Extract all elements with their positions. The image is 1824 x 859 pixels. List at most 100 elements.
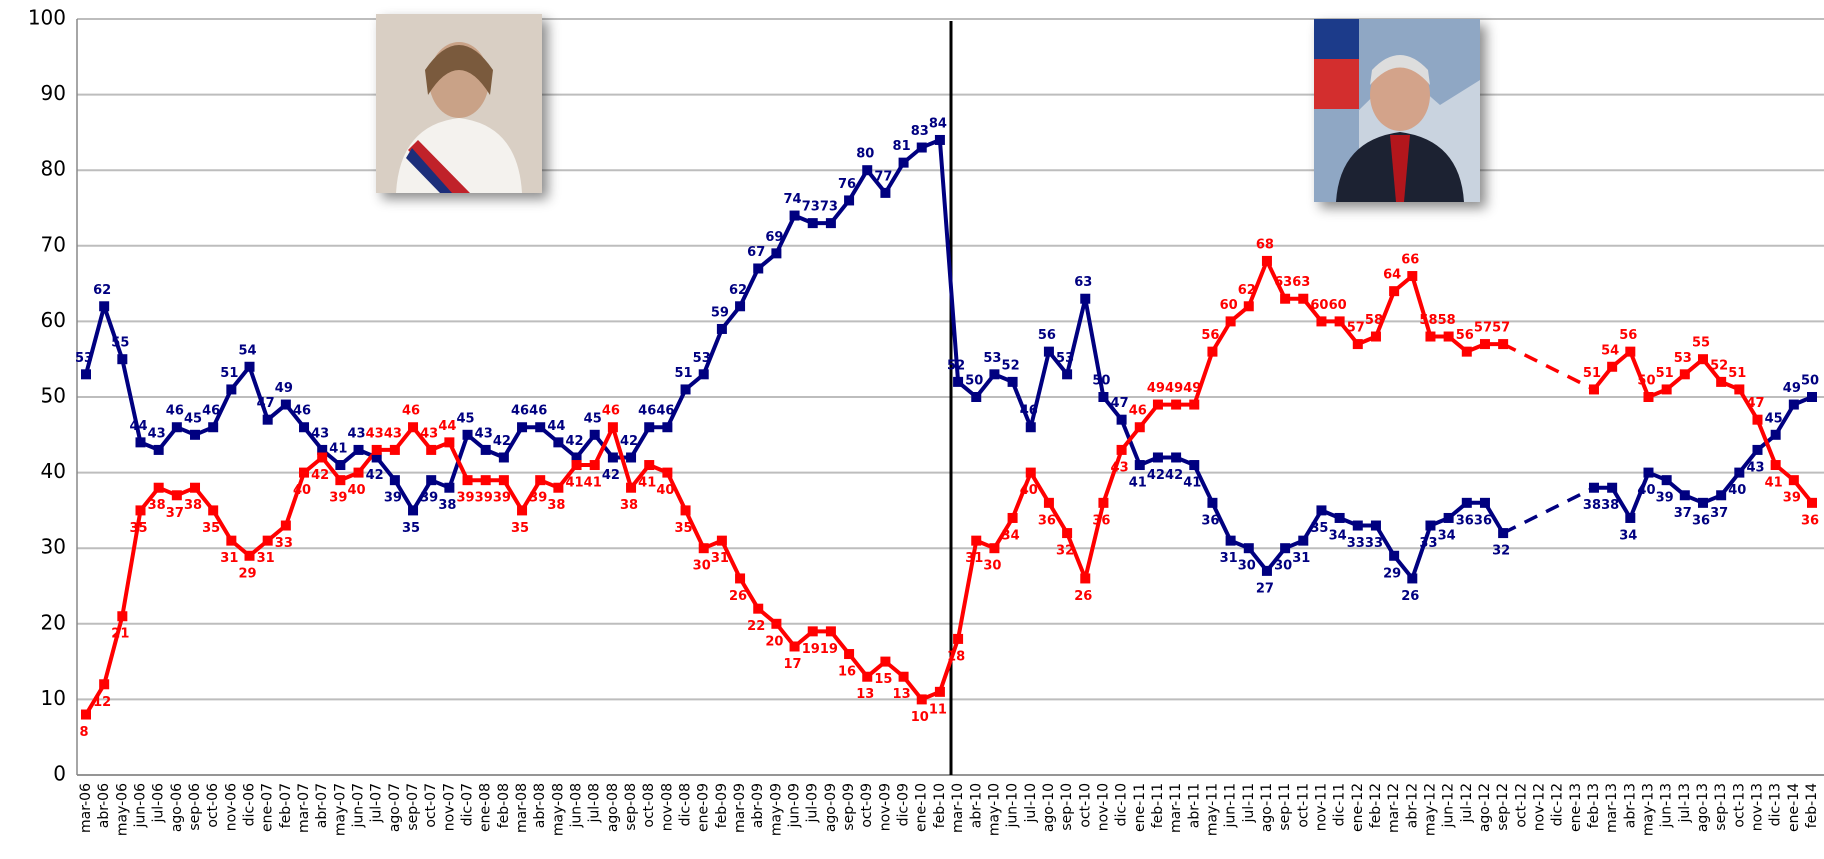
marker (1734, 467, 1745, 478)
x-tick-label: nov-10 (1095, 783, 1111, 831)
marker (99, 301, 110, 312)
x-tick-label: feb-12 (1368, 783, 1384, 828)
data-label: 8 (79, 725, 88, 740)
marker (299, 422, 310, 433)
data-label: 35 (511, 521, 529, 536)
data-label: 12 (93, 695, 111, 710)
data-label: 53 (75, 351, 93, 366)
marker (571, 460, 582, 471)
data-label: 84 (929, 116, 947, 131)
data-label: 44 (129, 419, 147, 434)
data-label: 42 (311, 468, 329, 483)
marker (1080, 573, 1091, 584)
data-label: 51 (220, 366, 238, 381)
marker (989, 369, 1000, 380)
marker (989, 543, 1000, 554)
data-label: 68 (1256, 237, 1274, 252)
x-tick-label: jul-08 (587, 783, 603, 824)
data-label: 38 (184, 498, 202, 513)
marker (1425, 520, 1436, 531)
marker (262, 414, 273, 425)
marker (171, 490, 182, 501)
x-tick-label: mar-07 (296, 783, 312, 833)
data-label: 57 (1347, 321, 1365, 336)
marker (1098, 392, 1109, 402)
marker (589, 429, 600, 440)
marker (1225, 535, 1236, 546)
marker (607, 422, 618, 433)
marker (916, 694, 927, 705)
data-label: 49 (1165, 381, 1183, 396)
marker (789, 641, 800, 652)
data-label: 45 (456, 411, 474, 426)
y-tick-label: 60 (41, 308, 66, 332)
marker (880, 656, 891, 667)
data-label: 83 (911, 124, 929, 139)
data-label: 32 (1492, 544, 1510, 559)
data-label: 56 (1619, 328, 1637, 343)
marker (1280, 543, 1291, 554)
marker (553, 482, 564, 493)
marker (371, 452, 382, 463)
x-tick-label: nov-07 (441, 783, 457, 831)
data-label: 80 (856, 147, 874, 162)
x-tick-label: dic-06 (242, 783, 258, 826)
data-label: 46 (602, 404, 620, 419)
data-label: 40 (1637, 483, 1655, 498)
marker (335, 475, 346, 486)
data-label: 40 (656, 483, 674, 498)
data-label: 43 (475, 426, 493, 441)
marker (880, 187, 891, 198)
x-tick-label: ene-12 (1350, 783, 1366, 832)
marker (862, 165, 873, 176)
data-label: 35 (1310, 521, 1328, 536)
marker (498, 452, 509, 463)
y-tick-label: 40 (41, 459, 66, 483)
x-tick-label: nov-09 (877, 783, 893, 831)
data-label: 45 (584, 411, 602, 426)
marker (1661, 384, 1672, 395)
marker (1425, 331, 1436, 342)
data-label: 53 (1056, 351, 1074, 366)
x-tick-label: oct-11 (1295, 783, 1311, 828)
marker (317, 444, 328, 455)
y-tick-label: 30 (41, 535, 66, 559)
data-label: 49 (1783, 381, 1801, 396)
marker (844, 649, 855, 660)
x-tick-label: oct-08 (641, 783, 657, 828)
data-label: 46 (1129, 404, 1147, 419)
marker (716, 535, 727, 546)
marker (1171, 399, 1182, 410)
x-tick-label: oct-06 (205, 783, 221, 828)
data-label: 73 (802, 200, 820, 215)
data-label: 50 (1637, 374, 1655, 389)
data-label: 62 (1238, 283, 1256, 298)
y-tick-label: 90 (41, 81, 66, 105)
data-label: 26 (1401, 589, 1419, 604)
data-label: 43 (420, 426, 438, 441)
data-label: 51 (675, 366, 693, 381)
marker (1770, 460, 1781, 471)
data-label: 36 (1201, 513, 1219, 528)
data-label: 63 (1074, 275, 1092, 290)
x-tick-label: oct-07 (423, 783, 439, 828)
data-label: 60 (1310, 298, 1328, 313)
x-tick-label: ago-10 (1041, 783, 1057, 832)
data-label: 35 (129, 521, 147, 536)
marker (280, 520, 291, 531)
marker (1352, 339, 1363, 350)
x-tick-label: sep-06 (187, 783, 203, 831)
data-label: 40 (293, 483, 311, 498)
data-label: 50 (1801, 374, 1819, 389)
marker (1752, 414, 1763, 425)
data-label: 60 (1220, 298, 1238, 313)
data-label: 56 (1456, 328, 1474, 343)
x-tick-label: dic-08 (678, 783, 694, 826)
marker (317, 452, 328, 463)
data-label: 49 (1147, 381, 1165, 396)
x-tick-label: feb-09 (714, 783, 730, 828)
marker (208, 422, 219, 433)
x-tick-label: sep-09 (841, 783, 857, 831)
marker (153, 444, 164, 455)
marker (389, 444, 400, 455)
